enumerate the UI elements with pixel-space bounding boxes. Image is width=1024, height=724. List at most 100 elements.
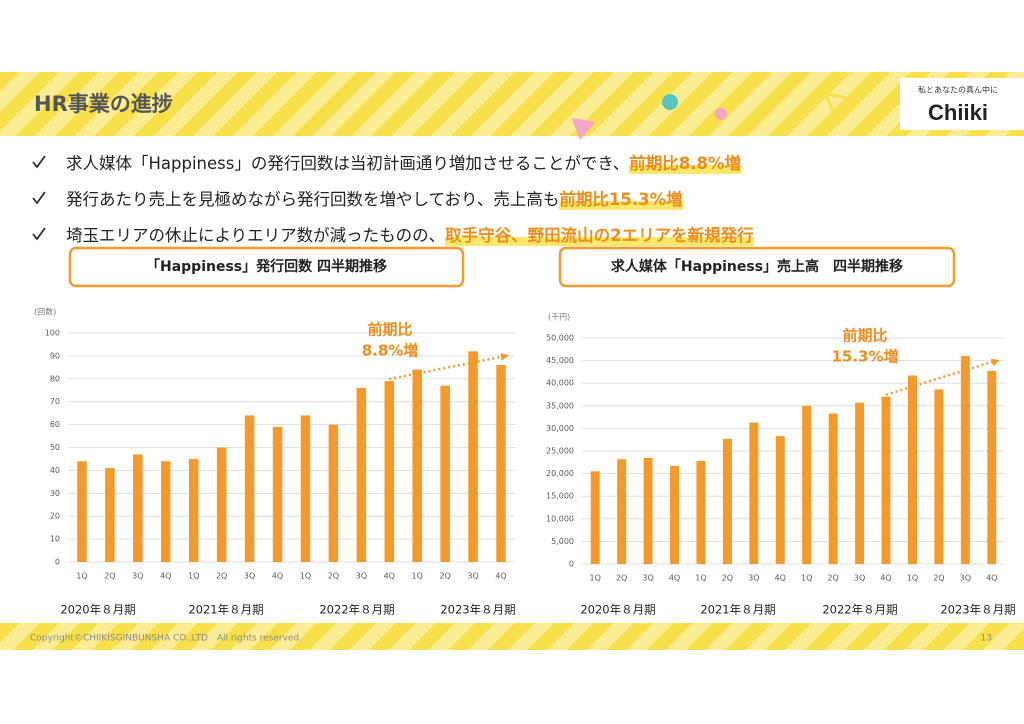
y-tick-label: 90 bbox=[50, 351, 60, 360]
x-tick-label: 2Q bbox=[104, 572, 115, 581]
annotation: 前期比 bbox=[367, 321, 412, 339]
x-tick-label: 1Q bbox=[412, 572, 423, 581]
trend-arrow bbox=[885, 360, 995, 396]
period-label: 2023年８月期 bbox=[440, 603, 515, 617]
y-tick-label: 100 bbox=[45, 329, 60, 338]
bullet-highlight: 前期比15.3%増 bbox=[559, 186, 683, 210]
bar bbox=[105, 468, 115, 562]
x-tick-label: 4Q bbox=[986, 574, 997, 583]
bar bbox=[987, 370, 997, 564]
bar bbox=[643, 457, 653, 564]
logo-tagline: 私とあなたの真ん中に bbox=[918, 85, 998, 95]
bar bbox=[855, 402, 865, 564]
y-tick-label: 5,000 bbox=[551, 537, 574, 546]
bar bbox=[77, 461, 87, 562]
period-label: 2021年８月期 bbox=[700, 603, 775, 617]
bar bbox=[696, 460, 706, 564]
bar bbox=[496, 365, 506, 562]
check-icon bbox=[32, 227, 46, 241]
chart-title: 求人媒体「Happiness」売上高 四半期推移 bbox=[611, 258, 903, 275]
y-tick-label: 60 bbox=[50, 420, 60, 429]
bullet: 埼玉エリアの休止によりエリア数が減ったものの、 取手守谷、野田流山の2エリアを新規… bbox=[32, 216, 754, 252]
x-tick-label: 4Q bbox=[160, 572, 171, 581]
bullet-text: 発行あたり売上を見極めながら発行回数を増やしており、売上高も bbox=[66, 190, 560, 209]
x-tick-label: 4Q bbox=[880, 574, 891, 583]
chart-title: 「Happiness」発行回数 四半期推移 bbox=[146, 258, 387, 275]
bullet: 求人媒体「Happiness」の発行回数は当初計画通り増加させることができ、 前期… bbox=[32, 144, 754, 180]
deco bbox=[662, 94, 678, 110]
deco bbox=[572, 118, 596, 140]
bar bbox=[328, 424, 339, 562]
bar bbox=[412, 369, 422, 562]
x-tick-label: 4Q bbox=[495, 572, 506, 581]
bar bbox=[244, 415, 255, 562]
x-tick-label: 2Q bbox=[216, 572, 227, 581]
x-tick-label: 3Q bbox=[748, 574, 759, 583]
bar bbox=[960, 356, 970, 564]
period-label: 2020年８月期 bbox=[60, 603, 135, 617]
period-label: 2020年８月期 bbox=[580, 603, 655, 617]
slide-title: HR事業の進捗 bbox=[34, 92, 173, 116]
x-tick-label: 4Q bbox=[384, 572, 395, 581]
trend-arrowhead bbox=[500, 353, 510, 361]
period-label: 2022年８月期 bbox=[822, 603, 897, 617]
bar bbox=[775, 436, 785, 564]
deco bbox=[715, 108, 727, 120]
x-tick-label: 2Q bbox=[933, 574, 944, 583]
bar bbox=[133, 454, 143, 562]
bar bbox=[188, 458, 199, 562]
bar bbox=[356, 387, 367, 562]
bar bbox=[384, 381, 395, 562]
bullets: 求人媒体「Happiness」の発行回数は当初計画通り増加させることができ、 前期… bbox=[32, 144, 754, 252]
x-tick-label: 4Q bbox=[272, 572, 283, 581]
y-tick-label: 50 bbox=[50, 443, 60, 452]
y-tick-label: 80 bbox=[50, 374, 60, 383]
bar bbox=[272, 426, 283, 562]
y-tick-label: 35,000 bbox=[546, 401, 574, 410]
x-tick-label: 2Q bbox=[827, 574, 838, 583]
x-tick-label: 4Q bbox=[669, 574, 680, 583]
x-tick-label: 3Q bbox=[356, 572, 367, 581]
unit-label: (回数) bbox=[34, 307, 56, 317]
x-tick-label: 1Q bbox=[590, 574, 601, 583]
y-tick-label: 50,000 bbox=[546, 334, 574, 343]
annotation: 前期比 bbox=[842, 327, 887, 345]
bar bbox=[617, 459, 627, 564]
bar bbox=[300, 415, 311, 562]
logo-name: Chiiki bbox=[928, 100, 988, 125]
y-tick-label: 30,000 bbox=[546, 424, 574, 433]
bar bbox=[828, 413, 838, 564]
check-icon bbox=[32, 155, 46, 169]
y-tick-label: 45,000 bbox=[546, 356, 574, 365]
footer-band bbox=[0, 623, 1024, 650]
x-tick-label: 3Q bbox=[244, 572, 255, 581]
check-icon bbox=[32, 191, 46, 205]
period-label: 2022年８月期 bbox=[319, 603, 394, 617]
y-tick-label: 25,000 bbox=[546, 447, 574, 456]
bar bbox=[216, 447, 227, 562]
x-tick-label: 2Q bbox=[722, 574, 733, 583]
bar bbox=[907, 375, 917, 564]
x-tick-label: 1Q bbox=[907, 574, 918, 583]
y-tick-label: 20,000 bbox=[546, 469, 574, 478]
y-tick-label: 15,000 bbox=[546, 492, 574, 501]
chart-title-box bbox=[68, 246, 465, 288]
bullet-text: 埼玉エリアの休止によりエリア数が減ったものの、 bbox=[66, 226, 446, 245]
bar bbox=[440, 385, 450, 562]
x-tick-label: 3Q bbox=[642, 574, 653, 583]
period-label: 2021年８月期 bbox=[188, 603, 263, 617]
y-tick-label: 0 bbox=[55, 558, 60, 567]
y-tick-label: 40,000 bbox=[546, 379, 574, 388]
bar bbox=[749, 422, 759, 564]
x-tick-label: 3Q bbox=[960, 574, 971, 583]
x-tick-label: 1Q bbox=[801, 574, 812, 583]
bar bbox=[590, 471, 600, 564]
annotation: 15.3%増 bbox=[831, 348, 898, 366]
annotation: 8.8%増 bbox=[362, 342, 419, 360]
bar bbox=[161, 461, 171, 562]
y-tick-label: 0 bbox=[569, 560, 574, 569]
x-tick-label: 2Q bbox=[328, 572, 339, 581]
bar bbox=[881, 396, 891, 564]
